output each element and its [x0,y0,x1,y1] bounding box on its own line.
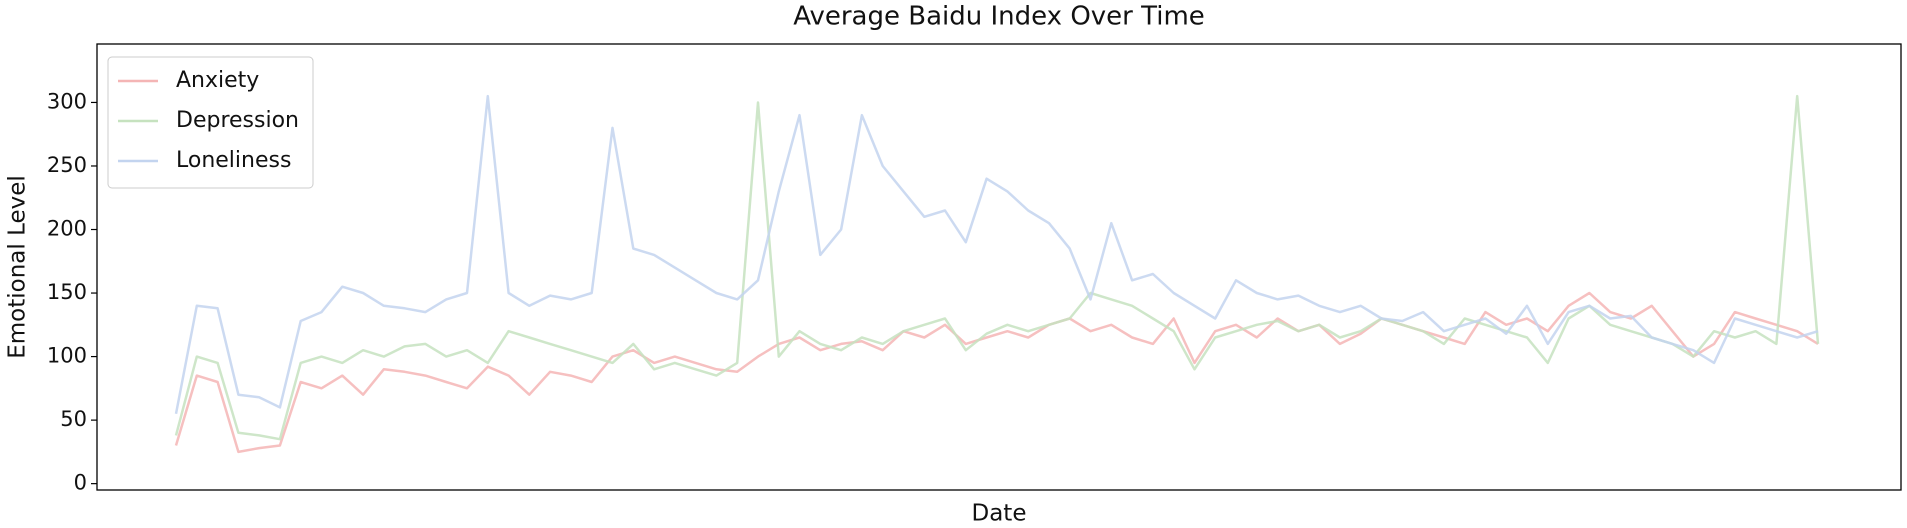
legend-label: Anxiety [176,68,259,93]
y-tick-label: 100 [47,344,87,368]
chart-title: Average Baidu Index Over Time [793,2,1205,32]
y-tick-label: 50 [60,407,87,431]
line-series [174,94,1819,415]
y-tick-label: 150 [47,280,87,304]
y-tick-label: 200 [47,217,87,241]
line-series [174,94,1820,441]
legend-label: Depression [176,108,299,133]
y-tick-label: 300 [47,89,87,113]
y-tick-label: 250 [47,153,87,177]
legend: Anxiety Depression Loneliness [107,56,314,189]
y-tick-label: 0 [74,471,87,495]
legend-label: Loneliness [176,148,291,173]
x-axis-label: Date [972,501,1027,527]
y-axis-label: Emotional Level [5,175,31,359]
legend-box [107,56,314,189]
plot-frame [96,43,1902,491]
line-series [174,291,1819,454]
